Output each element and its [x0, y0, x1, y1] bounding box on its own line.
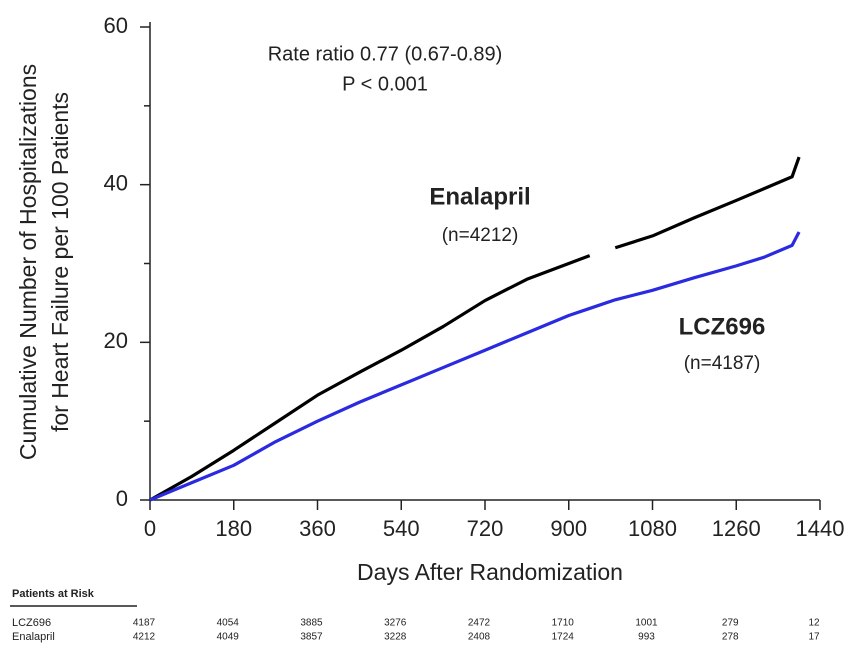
risk-count: 2472 — [468, 618, 491, 629]
y-tick-label: 60 — [104, 13, 128, 38]
risk-count: 1001 — [635, 618, 658, 629]
x-tick-label: 540 — [383, 516, 420, 541]
series-line — [149, 156, 801, 502]
x-tick-label: 1440 — [796, 516, 845, 541]
x-tick-label: 360 — [299, 516, 336, 541]
annotation: Rate ratio 0.77 (0.67-0.89) — [268, 43, 503, 65]
risk-count: 17 — [808, 632, 820, 643]
x-tick-label: 0 — [144, 516, 156, 541]
risk-table-title: Patients at Risk — [12, 588, 95, 600]
series-line — [149, 231, 801, 502]
annotation: (n=4212) — [442, 225, 519, 246]
x-tick-label: 1080 — [628, 516, 677, 541]
risk-row-name: Enalapril — [12, 631, 55, 643]
y-axis-label: for Heart Failure per 100 Patients — [47, 92, 73, 432]
series-label: LCZ696 — [679, 313, 766, 340]
risk-count: 4212 — [133, 632, 156, 643]
risk-count: 1710 — [552, 618, 575, 629]
risk-count: 278 — [722, 632, 739, 643]
y-tick-label: 40 — [104, 170, 128, 195]
risk-count: 3276 — [384, 618, 407, 629]
risk-count: 279 — [722, 618, 739, 629]
risk-count: 2408 — [468, 632, 491, 643]
x-tick-label: 900 — [550, 516, 587, 541]
y-tick-label: 20 — [104, 328, 128, 353]
x-tick-label: 1260 — [712, 516, 761, 541]
series-label: Enalapril — [429, 183, 530, 210]
annotation: P < 0.001 — [342, 73, 428, 95]
risk-count: 4049 — [217, 632, 240, 643]
y-axis-label: Cumulative Number of Hospitalizations — [15, 64, 41, 460]
risk-count: 4187 — [133, 618, 156, 629]
risk-count: 12 — [808, 618, 820, 629]
x-tick-label: 180 — [215, 516, 252, 541]
risk-count: 993 — [638, 632, 655, 643]
risk-count: 1724 — [552, 632, 575, 643]
risk-row-name: LCZ696 — [12, 617, 51, 629]
risk-count: 3228 — [384, 632, 407, 643]
y-tick-label: 0 — [116, 486, 128, 511]
annotation: (n=4187) — [684, 353, 761, 374]
risk-count: 3857 — [300, 632, 323, 643]
x-axis-label: Days After Randomization — [357, 559, 623, 585]
x-tick-label: 720 — [467, 516, 504, 541]
risk-count: 3885 — [300, 618, 323, 629]
risk-count: 4054 — [217, 618, 240, 629]
